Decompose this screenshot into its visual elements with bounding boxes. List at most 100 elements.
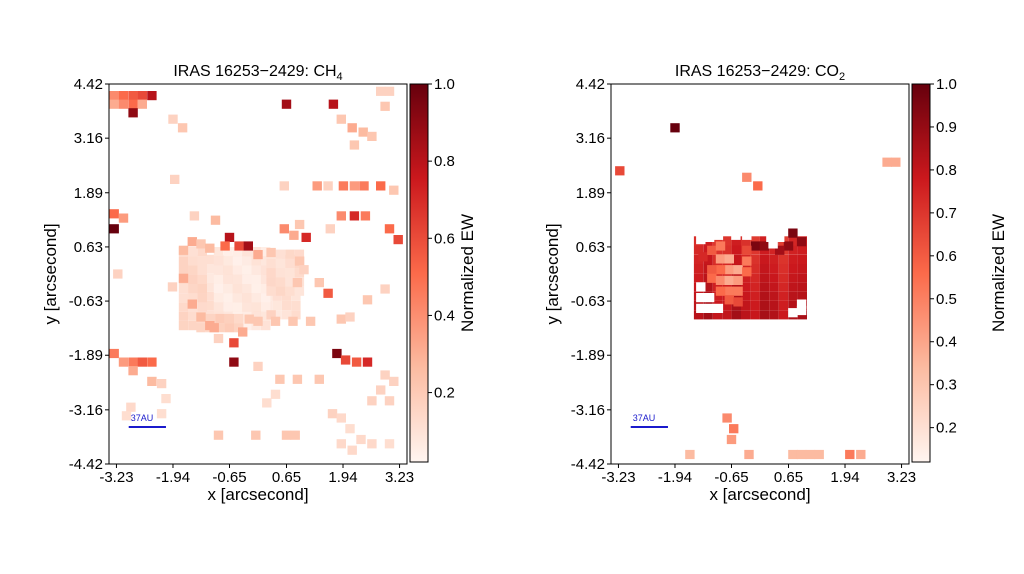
x-tick-label: -1.94	[156, 469, 190, 486]
heatmap-cell	[389, 185, 399, 195]
heatmap-cell	[384, 396, 395, 406]
heatmap-cells	[615, 123, 901, 460]
heatmap-cell	[178, 302, 189, 312]
heatmap-cell	[137, 91, 147, 101]
heatmap-cell	[759, 254, 770, 264]
heatmap-cell	[323, 288, 333, 298]
heatmap-cell	[206, 301, 216, 311]
heatmap-cell	[301, 232, 311, 242]
heatmap-cell	[197, 274, 207, 284]
heatmap-cell	[715, 241, 726, 251]
heatmap-cell	[177, 123, 188, 133]
y-tick-label: -3.16	[69, 402, 103, 419]
heatmap-cell	[753, 181, 763, 191]
heatmap-cell	[206, 273, 216, 283]
heatmap-cell	[213, 302, 224, 312]
heatmap-cell	[188, 274, 198, 284]
colorbar-tick-label: 0.9	[936, 119, 957, 136]
heatmap-cell	[223, 265, 233, 275]
heatmap-cell	[615, 166, 625, 176]
heatmap-cell	[788, 301, 798, 311]
heatmap-cell	[187, 237, 197, 247]
heatmap-cell	[285, 249, 295, 259]
heatmap-cell	[147, 376, 157, 386]
heatmap-cell	[797, 264, 807, 274]
heatmap-cell	[759, 273, 770, 283]
heatmap-cell	[261, 311, 271, 321]
heatmap-cell	[742, 267, 752, 277]
heatmap-cell	[206, 291, 216, 301]
colorbar-tick-label: 0.7	[936, 205, 957, 222]
heatmap-cell	[147, 357, 157, 367]
heatmap-cell	[251, 274, 261, 284]
heatmap-cell	[289, 230, 299, 240]
heatmap-cell	[856, 449, 866, 460]
heatmap-cell	[345, 312, 355, 322]
heatmap-cell	[188, 321, 198, 331]
heatmap-cell	[731, 254, 741, 264]
heatmap-cell	[266, 310, 276, 320]
colorbar-tick-label: 0.5	[936, 291, 957, 308]
heatmap-cell	[178, 245, 189, 255]
heatmap-cell	[715, 286, 726, 296]
heatmap-cell	[266, 268, 276, 278]
heatmap-cell	[266, 258, 276, 268]
panel-title: IRAS 16253−2429: CH4	[173, 63, 342, 83]
heatmap-cell	[213, 256, 224, 266]
colorbar: 0.2 0.4 0.6 0.8 1.0 Normalized EW	[409, 76, 477, 463]
heatmap-cell	[294, 219, 305, 230]
heatmap-cell	[178, 256, 189, 266]
heatmap-cell	[336, 211, 346, 221]
heatmap-cell	[376, 385, 386, 395]
heatmap-cell	[113, 269, 123, 279]
heatmap-cell	[332, 348, 342, 359]
heatmap-cell	[242, 293, 252, 303]
heatmap-cell	[759, 301, 770, 311]
heatmap-cell	[197, 265, 207, 275]
heatmap-blank-cell	[704, 232, 715, 242]
heatmap-cell	[741, 282, 751, 292]
heatmap-cell	[168, 114, 178, 124]
heatmap-cell	[224, 232, 235, 242]
heatmap-cell	[223, 247, 233, 257]
heatmap-cell	[299, 265, 309, 275]
colorbar-tick-label: 0.3	[936, 377, 957, 394]
heatmap-blank-cell	[713, 303, 724, 313]
colorbar-tick-label: 0.8	[936, 162, 957, 179]
heatmap-cell	[769, 301, 779, 311]
heatmap-cell	[210, 215, 221, 225]
y-tick-label: 1.89	[576, 185, 605, 202]
y-axis-ticks: 4.42 3.16 1.89 0.63 -0.63 -1.89 -3.16 -4.42	[571, 76, 611, 473]
heatmap-blank-cell	[766, 232, 776, 242]
heatmap-cell	[161, 394, 171, 404]
heatmap-cell	[188, 265, 198, 275]
heatmap-cell	[750, 273, 760, 283]
heatmap-cell	[294, 256, 305, 266]
heatmap-cell	[232, 284, 243, 294]
heatmap-cell	[775, 245, 785, 255]
heatmap-cell	[261, 321, 271, 331]
heatmap-cell	[275, 374, 285, 384]
panel-ch4: IRAS 16253−2429: CH4 37AU -3.23 -1.94 -0.6…	[41, 63, 477, 504]
heatmap-cell	[242, 274, 252, 284]
heatmap-cell	[128, 99, 138, 109]
heatmap-cell	[741, 236, 751, 246]
heatmap-cell	[197, 302, 207, 312]
heatmap-cell	[197, 247, 207, 257]
heatmap-cell	[367, 439, 377, 449]
heatmap-cell	[128, 108, 138, 118]
heatmap-cell	[769, 291, 779, 301]
x-tick-label: -1.94	[658, 469, 692, 486]
heatmap-cell	[797, 245, 807, 255]
heatmap-cell	[769, 264, 779, 274]
heatmap-cell	[722, 245, 732, 255]
heatmap-cell	[275, 268, 286, 278]
heatmap-cell	[294, 286, 305, 296]
heatmap-cell	[393, 235, 403, 245]
colorbar-tick-label: 0.8	[434, 153, 455, 170]
y-tick-label: -4.42	[571, 456, 605, 473]
heatmap-cell	[788, 264, 798, 274]
heatmap-cell	[356, 434, 366, 445]
heatmap-cell	[882, 157, 892, 167]
heatmap-cell	[750, 310, 760, 320]
